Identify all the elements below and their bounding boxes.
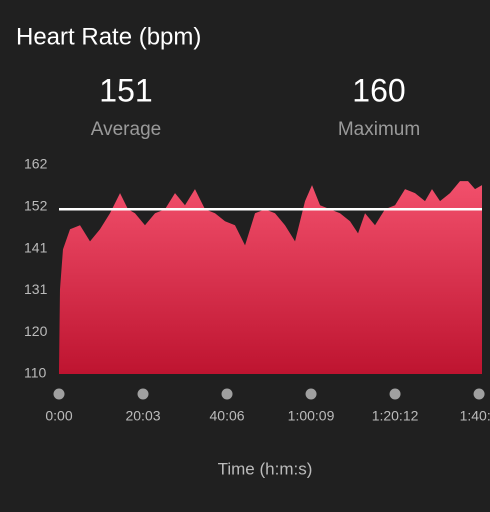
y-tick-label: 110 — [24, 365, 47, 381]
x-tick-label: 20:03 — [125, 408, 160, 424]
x-tick-dot — [53, 388, 65, 400]
x-tick-label: 0:00 — [45, 408, 72, 424]
y-tick-label: 120 — [24, 323, 48, 339]
x-tick-label: 1:00:09 — [288, 408, 335, 424]
heart-rate-area — [59, 181, 482, 374]
x-tick-dot — [137, 388, 149, 400]
x-tick-dot — [221, 388, 233, 400]
x-tick-dot — [389, 388, 401, 400]
y-tick-label: 131 — [24, 281, 48, 297]
y-tick-label: 141 — [24, 239, 48, 255]
chart-title: Heart Rate (bpm) — [16, 23, 201, 50]
stat-value: 160 — [352, 72, 405, 108]
x-axis-title: Time (h:m:s) — [218, 459, 313, 478]
x-tick-label: 40:06 — [210, 408, 245, 424]
x-tick-dot — [305, 388, 317, 400]
y-tick-label: 162 — [24, 156, 48, 172]
x-tick-label: 1:40:1 — [460, 408, 490, 424]
y-tick-label: 152 — [24, 198, 48, 214]
x-tick-label: 1:20:12 — [372, 408, 419, 424]
stat-value: 151 — [99, 72, 152, 108]
stat-label: Average — [91, 119, 161, 140]
x-tick-dot — [473, 388, 485, 400]
stat-label: Maximum — [338, 119, 420, 140]
